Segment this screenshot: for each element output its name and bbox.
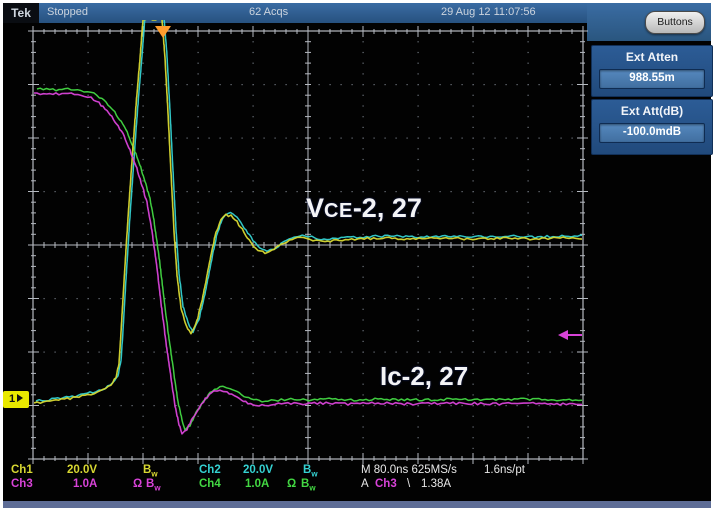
ch3-bandwidth-badge: Bw [146, 478, 161, 493]
ch2-bandwidth-badge: Bw [303, 464, 318, 479]
ext-att-db-value-field[interactable]: -100.0mdB [599, 123, 705, 143]
ch4-scale[interactable]: 1.0A [245, 478, 270, 490]
ch2-scale[interactable]: 20.0V [243, 464, 274, 476]
ext-atten-label: Ext Atten [625, 50, 679, 64]
ext-atten-panel: Ext Atten 988.55m [591, 45, 713, 97]
trigger-source[interactable]: Ch3 [375, 478, 397, 490]
ch3-scale[interactable]: 1.0A [73, 478, 98, 490]
channel1-reference-label: 1 [8, 393, 16, 405]
oscilloscope-screen: Tek Stopped 62 Acqs 29 Aug 12 11:07:56 B… [3, 3, 713, 508]
ch4-label[interactable]: Ch4 [199, 478, 221, 490]
ext-att-db-label: Ext Att(dB) [620, 104, 684, 118]
ch1-bandwidth-badge: Bw [143, 464, 158, 479]
ch1-scale[interactable]: 20.0V [67, 464, 98, 476]
ch1-label[interactable]: Ch1 [11, 464, 33, 476]
ch4-impedance: Ω [287, 478, 297, 490]
readout-row-1: Ch1 20.0V Bw Ch2 20.0V Bw M 80.0ns 625MS… [3, 464, 711, 478]
trigger-mode: A [361, 478, 369, 490]
timebase-readout[interactable]: M 80.0ns 625MS/s [361, 464, 457, 476]
ch3-impedance: Ω [133, 478, 143, 490]
trigger-level[interactable]: 1.38A [421, 478, 452, 490]
buttons-button[interactable]: Buttons [645, 11, 705, 34]
window-bottom-edge [3, 501, 711, 508]
datetime: 29 Aug 12 11:07:56 [441, 6, 536, 18]
ch3-label[interactable]: Ch3 [11, 478, 33, 490]
vce-annotation: VCE-2, 27 [306, 193, 422, 224]
acquisition-count: 62 Acqs [249, 6, 289, 18]
trigger-slope-icon: \ [407, 478, 411, 490]
ch2-label[interactable]: Ch2 [199, 464, 221, 476]
ic-annotation: Ic-2, 27 [380, 361, 469, 391]
ext-att-db-panel: Ext Att(dB) -100.0mdB [591, 99, 713, 155]
right-arrow-icon [17, 394, 24, 402]
resolution-readout: 1.6ns/pt [484, 464, 525, 476]
vce-annotation-sub: CE [324, 200, 353, 222]
vce-annotation-v: V [306, 193, 325, 223]
tek-logo: Tek [3, 3, 39, 23]
vce-annotation-rest: -2, 27 [352, 193, 422, 223]
ext-atten-value-field[interactable]: 988.55m [599, 69, 705, 89]
readout-row-2: Ch3 1.0A Ω Bw Ch4 1.0A Ω Bw A Ch3 \ 1.38… [3, 478, 711, 492]
channel1-reference-marker[interactable]: 1 [3, 391, 29, 408]
acquisition-status: Stopped [47, 6, 88, 18]
ch4-bandwidth-badge: Bw [301, 478, 316, 493]
title-bar: Tek Stopped 62 Acqs 29 Aug 12 11:07:56 [3, 3, 711, 23]
